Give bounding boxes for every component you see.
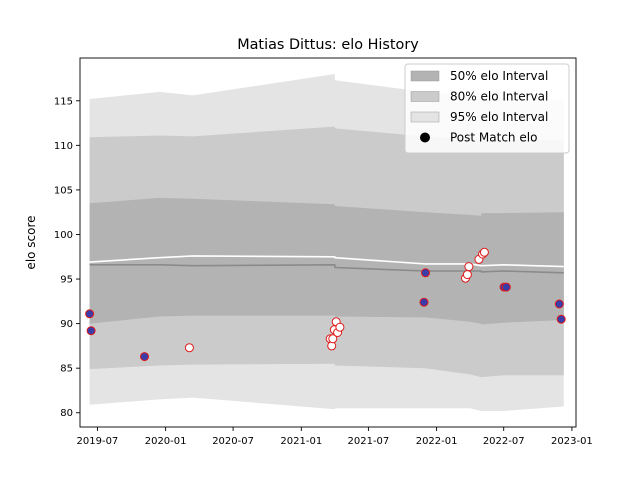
- chart-title: Matias Dittus: elo History: [237, 37, 419, 53]
- legend-box: [404, 63, 570, 154]
- y-tick-label: 85: [60, 364, 73, 375]
- match-point: [85, 309, 95, 319]
- legend-marker: [420, 132, 430, 143]
- legend-label: Post Match elo: [450, 131, 537, 145]
- y-tick-label: 110: [54, 141, 73, 152]
- match-point: [335, 322, 345, 332]
- legend-swatch: [410, 111, 440, 123]
- x-tick-label: 2021-01: [280, 436, 322, 447]
- x-tick-label: 2019-07: [77, 436, 119, 447]
- legend-label: 95% elo Interval: [450, 110, 548, 124]
- x-tick-label: 2020-07: [212, 436, 254, 447]
- match-point: [479, 247, 489, 257]
- y-tick-label: 95: [60, 275, 73, 286]
- interval-bands: [89, 74, 564, 411]
- match-point: [184, 343, 194, 353]
- legend-label: 50% elo Interval: [450, 69, 548, 83]
- match-point: [554, 299, 564, 309]
- legend-swatch: [410, 70, 440, 82]
- x-tick-label: 2020-01: [145, 436, 187, 447]
- match-point: [419, 297, 429, 307]
- match-point: [421, 268, 430, 278]
- match-point: [86, 326, 96, 336]
- y-axis-label: elo score: [24, 215, 38, 269]
- mean-line: [89, 255, 564, 268]
- y-axis: 80 85 90 95 100 105 110 115: [54, 96, 80, 419]
- match-point: [501, 282, 511, 292]
- legend: 50% elo Interval 80% elo Interval 95% elo …: [404, 63, 570, 154]
- match-point: [556, 314, 566, 324]
- match-point: [464, 262, 474, 272]
- match-point: [462, 270, 472, 280]
- y-tick-label: 90: [60, 319, 73, 330]
- match-points: [85, 247, 566, 362]
- x-tick-label: 2022-07: [483, 436, 525, 447]
- x-tick-label: 2023-01: [551, 436, 593, 447]
- y-tick-label: 100: [54, 230, 73, 241]
- band-50: [89, 197, 564, 325]
- legend-swatch: [410, 91, 440, 102]
- y-tick-label: 115: [54, 96, 73, 107]
- y-tick-label: 105: [54, 185, 73, 196]
- x-tick-label: 2021-07: [348, 436, 390, 447]
- y-tick-label: 80: [60, 408, 73, 419]
- match-point: [328, 334, 338, 344]
- x-axis: 2019-07 2020-01 2020-07 2021-01 2021-07 2022-…: [77, 427, 593, 447]
- plot-frame: [79, 57, 577, 428]
- legend-label: 80% elo Interval: [450, 90, 548, 104]
- match-point: [140, 352, 149, 362]
- x-tick-label: 2022-01: [416, 436, 458, 447]
